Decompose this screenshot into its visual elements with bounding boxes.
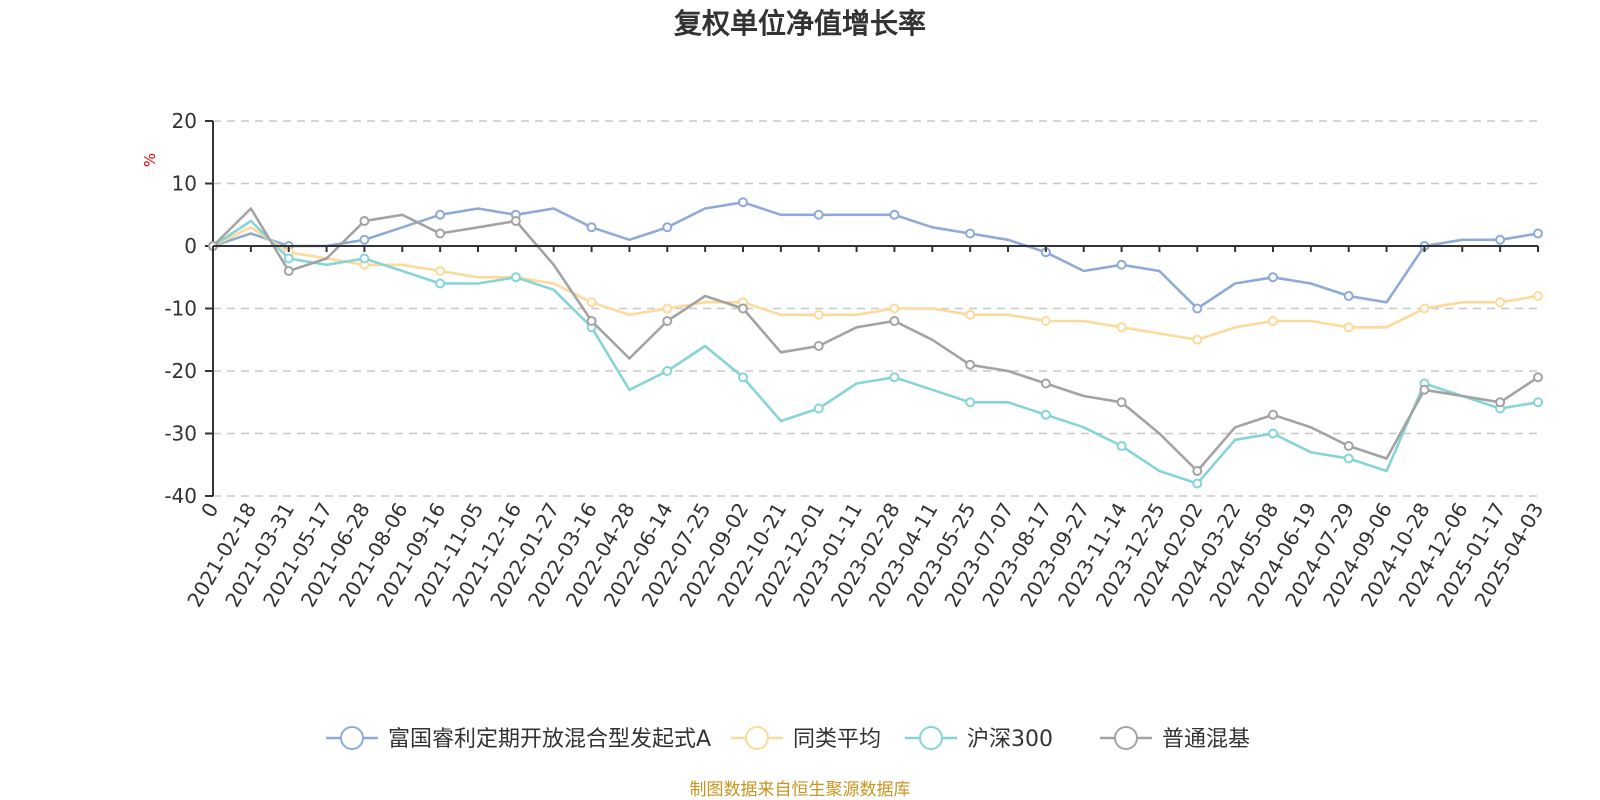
data-point[interactable] <box>965 228 976 239</box>
y-tick-label: -30 <box>164 422 197 446</box>
data-point[interactable] <box>435 209 446 220</box>
data-point[interactable] <box>1040 409 1051 420</box>
data-point[interactable] <box>359 234 370 245</box>
y-tick-label: 10 <box>172 172 197 196</box>
data-point[interactable] <box>1343 441 1354 451</box>
data-point[interactable] <box>965 397 976 408</box>
data-point[interactable] <box>662 222 673 233</box>
data-point[interactable] <box>662 316 673 326</box>
data-point[interactable] <box>662 366 673 376</box>
data-point[interactable] <box>283 253 294 264</box>
data-point[interactable] <box>813 309 824 320</box>
grid-lines <box>213 120 1538 497</box>
y-tick-label: 20 <box>172 109 197 133</box>
data-point[interactable] <box>1116 259 1127 270</box>
data-point[interactable] <box>1533 228 1543 239</box>
series-line-1[interactable] <box>211 226 1540 342</box>
series-line-2[interactable] <box>211 219 1540 485</box>
data-point[interactable] <box>965 359 976 370</box>
data-point[interactable] <box>435 228 446 239</box>
data-point[interactable] <box>510 216 521 226</box>
legend-label: 富国睿利定期开放混合型发起式A <box>388 727 711 752</box>
data-point[interactable] <box>586 297 597 308</box>
chart-title: 复权单位净值增长率 <box>674 7 926 40</box>
data-point[interactable] <box>586 222 597 233</box>
data-point[interactable] <box>1192 478 1203 489</box>
data-point[interactable] <box>1495 397 1506 408</box>
source-note: 制图数据来自恒生聚源数据库 <box>690 780 911 800</box>
data-point[interactable] <box>435 266 446 276</box>
data-point[interactable] <box>1495 297 1506 308</box>
series-2 <box>208 219 1543 489</box>
data-point[interactable] <box>359 253 370 264</box>
data-point[interactable] <box>1533 372 1543 383</box>
legend-item-3[interactable]: 普通混基 <box>1100 726 1250 752</box>
data-point[interactable] <box>738 197 748 208</box>
data-point[interactable] <box>435 278 446 289</box>
y-tick-label: -10 <box>164 297 197 321</box>
legend-label: 普通混基 <box>1162 727 1250 752</box>
legend-marker <box>1114 726 1138 750</box>
y-tick-label: -40 <box>164 484 197 508</box>
data-point[interactable] <box>1268 409 1278 420</box>
y-tick-label: -20 <box>164 359 197 383</box>
data-point[interactable] <box>586 316 597 326</box>
data-point[interactable] <box>662 303 673 314</box>
x-axis: 02021-02-182021-03-312021-05-172021-06-2… <box>182 245 1548 611</box>
legend-label: 同类平均 <box>793 727 881 752</box>
series-1 <box>208 226 1543 345</box>
legend-marker <box>340 726 364 750</box>
y-tick-label: 0 <box>184 234 197 258</box>
data-point[interactable] <box>738 372 748 383</box>
data-point[interactable] <box>1343 322 1354 333</box>
series-line-0[interactable] <box>211 201 1540 310</box>
legend-marker <box>919 726 943 750</box>
data-point[interactable] <box>1419 303 1430 314</box>
x-tick-label: 0 <box>196 499 223 522</box>
data-point[interactable] <box>1116 397 1127 408</box>
data-point[interactable] <box>813 403 824 414</box>
data-point[interactable] <box>889 316 900 326</box>
series-0 <box>208 197 1543 314</box>
series-lines <box>208 197 1543 489</box>
data-point[interactable] <box>1495 234 1506 245</box>
data-point[interactable] <box>1192 334 1203 345</box>
data-point[interactable] <box>510 272 521 283</box>
series-line-3[interactable] <box>211 207 1540 473</box>
legend-item-1[interactable]: 同类平均 <box>731 726 881 752</box>
data-point[interactable] <box>889 372 900 383</box>
data-point[interactable] <box>1533 397 1543 408</box>
data-point[interactable] <box>1419 384 1430 395</box>
data-point[interactable] <box>1268 428 1278 439</box>
legend-label: 沪深300 <box>967 727 1053 752</box>
data-point[interactable] <box>1116 322 1127 333</box>
data-point[interactable] <box>1533 291 1543 301</box>
data-point[interactable] <box>1343 291 1354 301</box>
legend-item-2[interactable]: 沪深300 <box>905 726 1053 752</box>
data-point[interactable] <box>813 341 824 351</box>
data-point[interactable] <box>359 216 370 226</box>
data-point[interactable] <box>1192 303 1203 314</box>
legend-item-0[interactable]: 富国睿利定期开放混合型发起式A <box>326 726 711 752</box>
data-point[interactable] <box>1116 441 1127 451</box>
y-axis: 20 10 0 -10 -20 -30 -40 <box>164 109 214 508</box>
data-point[interactable] <box>813 209 824 220</box>
data-point[interactable] <box>1343 453 1354 464</box>
data-point[interactable] <box>738 303 748 314</box>
data-point[interactable] <box>1040 316 1051 326</box>
data-point[interactable] <box>283 266 294 276</box>
data-point[interactable] <box>889 303 900 314</box>
data-point[interactable] <box>889 209 900 220</box>
data-point[interactable] <box>1040 378 1051 389</box>
data-point[interactable] <box>1192 466 1203 476</box>
data-point[interactable] <box>965 309 976 320</box>
data-point[interactable] <box>1268 272 1278 283</box>
data-point[interactable] <box>1268 316 1278 326</box>
series-3 <box>208 207 1543 476</box>
legend: 富国睿利定期开放混合型发起式A 同类平均 沪深300 普通混基 <box>326 726 1250 752</box>
y-axis-unit: % <box>141 153 159 167</box>
legend-marker <box>745 726 769 750</box>
